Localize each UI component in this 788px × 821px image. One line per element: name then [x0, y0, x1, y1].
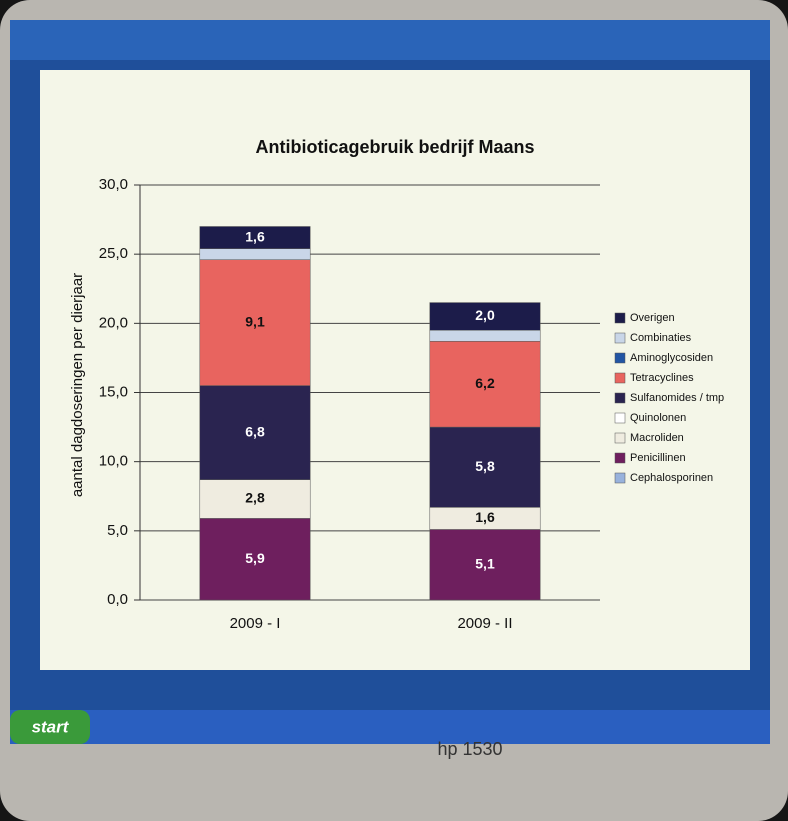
x-tick-label: 2009 - I: [230, 615, 281, 632]
legend-swatch: [615, 373, 625, 383]
y-tick-label: 5,0: [107, 522, 128, 539]
data-label: 6,8: [245, 423, 265, 439]
data-label: 5,9: [245, 550, 265, 566]
legend-swatch: [615, 453, 625, 463]
legend-swatch: [615, 313, 625, 323]
model-label: hp 1530: [437, 739, 502, 759]
legend-swatch: [615, 433, 625, 443]
legend-label: Aminoglycosiden: [630, 352, 713, 364]
chart-area: [40, 70, 750, 670]
photo: start hp 1530 Antibioticagebruik bedrijf…: [0, 0, 788, 821]
legend-swatch: [615, 333, 625, 343]
legend-swatch: [615, 413, 625, 423]
chart-title: Antibioticagebruik bedrijf Maans: [255, 137, 534, 157]
data-label: 2,8: [245, 490, 265, 506]
legend-label: Combinaties: [630, 332, 692, 344]
y-tick-label: 30,0: [99, 176, 128, 193]
data-label: 2,0: [475, 307, 495, 323]
y-tick-label: 25,0: [99, 245, 128, 262]
legend-swatch: [615, 473, 625, 483]
data-label: 5,8: [475, 458, 495, 474]
start-label: start: [32, 717, 70, 736]
window-menubar: [10, 20, 770, 60]
bar-segment: [430, 330, 540, 341]
legend-label: Penicillinen: [630, 452, 686, 464]
y-tick-label: 20,0: [99, 314, 128, 331]
bar-segment: [200, 249, 310, 260]
y-tick-label: 0,0: [107, 591, 128, 608]
data-label: 6,2: [475, 375, 495, 391]
data-label: 1,6: [475, 509, 495, 525]
legend-swatch: [615, 353, 625, 363]
legend-label: Macroliden: [630, 432, 684, 444]
taskbar: [10, 710, 770, 744]
legend-swatch: [615, 393, 625, 403]
data-label: 5,1: [475, 555, 495, 571]
legend-label: Overigen: [630, 312, 675, 324]
legend-label: Sulfanomides / tmp: [630, 392, 724, 404]
y-tick-label: 10,0: [99, 453, 128, 470]
y-axis-label: aantal dagdoseringen per dierjaar: [69, 273, 86, 497]
legend-label: Tetracyclines: [630, 372, 694, 384]
y-tick-label: 15,0: [99, 383, 128, 400]
monitor-screen: start hp 1530 Antibioticagebruik bedrijf…: [0, 0, 788, 821]
legend-label: Quinolonen: [630, 412, 686, 424]
legend-label: Cephalosporinen: [630, 472, 713, 484]
data-label: 1,6: [245, 228, 265, 244]
data-label: 9,1: [245, 313, 265, 329]
x-tick-label: 2009 - II: [457, 615, 512, 632]
